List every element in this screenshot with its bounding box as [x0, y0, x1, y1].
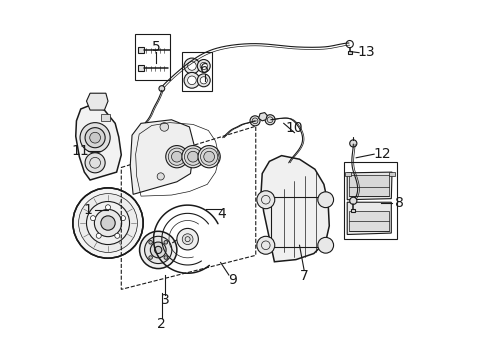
Ellipse shape — [198, 145, 220, 168]
Bar — [182, 52, 212, 91]
Circle shape — [318, 192, 334, 208]
Text: 12: 12 — [373, 147, 391, 161]
Circle shape — [87, 202, 129, 244]
Ellipse shape — [168, 148, 186, 165]
Circle shape — [85, 153, 105, 173]
Circle shape — [197, 74, 210, 87]
Circle shape — [182, 234, 193, 244]
Circle shape — [78, 194, 137, 252]
Polygon shape — [259, 113, 267, 121]
Circle shape — [85, 128, 105, 148]
Text: 11: 11 — [71, 144, 89, 158]
Circle shape — [95, 210, 122, 237]
Circle shape — [350, 197, 357, 204]
Circle shape — [250, 116, 260, 126]
Text: 9: 9 — [228, 273, 237, 287]
Text: 10: 10 — [286, 121, 303, 135]
Circle shape — [96, 233, 101, 238]
Circle shape — [177, 228, 198, 250]
Ellipse shape — [200, 148, 218, 165]
Circle shape — [188, 62, 196, 70]
Circle shape — [184, 58, 200, 74]
Ellipse shape — [188, 151, 198, 162]
Bar — [351, 209, 355, 212]
Circle shape — [121, 216, 125, 221]
Polygon shape — [76, 105, 122, 180]
Bar — [349, 211, 389, 231]
Circle shape — [145, 236, 172, 264]
Circle shape — [197, 59, 210, 72]
Ellipse shape — [204, 151, 215, 162]
Circle shape — [350, 140, 357, 147]
Circle shape — [149, 240, 152, 244]
Bar — [135, 35, 170, 80]
Text: 13: 13 — [357, 45, 375, 59]
Polygon shape — [130, 120, 194, 194]
Circle shape — [257, 191, 275, 209]
Circle shape — [188, 76, 196, 85]
Circle shape — [157, 173, 164, 180]
Circle shape — [115, 233, 120, 238]
Bar — [347, 51, 352, 54]
Ellipse shape — [172, 151, 182, 162]
Text: 7: 7 — [300, 269, 309, 283]
Bar — [138, 47, 144, 53]
Polygon shape — [347, 172, 392, 200]
Bar — [101, 114, 110, 121]
Bar — [181, 235, 184, 239]
Polygon shape — [261, 156, 329, 262]
Circle shape — [184, 72, 200, 88]
Circle shape — [200, 62, 207, 69]
Text: 5: 5 — [152, 40, 161, 54]
Circle shape — [149, 256, 152, 259]
Ellipse shape — [184, 148, 201, 165]
Circle shape — [101, 216, 115, 230]
Circle shape — [160, 123, 169, 131]
Bar — [138, 65, 144, 71]
Circle shape — [140, 231, 177, 269]
Circle shape — [200, 77, 207, 84]
Text: 4: 4 — [218, 207, 226, 221]
Text: 2: 2 — [157, 317, 166, 331]
Circle shape — [150, 242, 166, 258]
Circle shape — [164, 256, 168, 259]
Polygon shape — [347, 202, 392, 234]
Circle shape — [91, 216, 96, 221]
Bar — [349, 175, 389, 196]
Circle shape — [159, 86, 165, 91]
Circle shape — [73, 188, 143, 258]
Bar — [343, 162, 397, 239]
Circle shape — [105, 205, 111, 210]
Circle shape — [155, 246, 162, 253]
Bar — [345, 172, 351, 176]
Circle shape — [257, 236, 275, 254]
Circle shape — [318, 237, 334, 253]
Bar — [389, 172, 394, 176]
Text: 8: 8 — [395, 196, 404, 210]
Circle shape — [80, 123, 110, 153]
Circle shape — [265, 115, 275, 125]
Text: 1: 1 — [83, 203, 93, 217]
Circle shape — [90, 132, 100, 143]
Circle shape — [164, 240, 168, 244]
Ellipse shape — [182, 145, 204, 168]
Text: 6: 6 — [200, 62, 209, 76]
Text: 3: 3 — [161, 293, 170, 307]
Polygon shape — [87, 93, 108, 110]
Ellipse shape — [166, 145, 188, 168]
